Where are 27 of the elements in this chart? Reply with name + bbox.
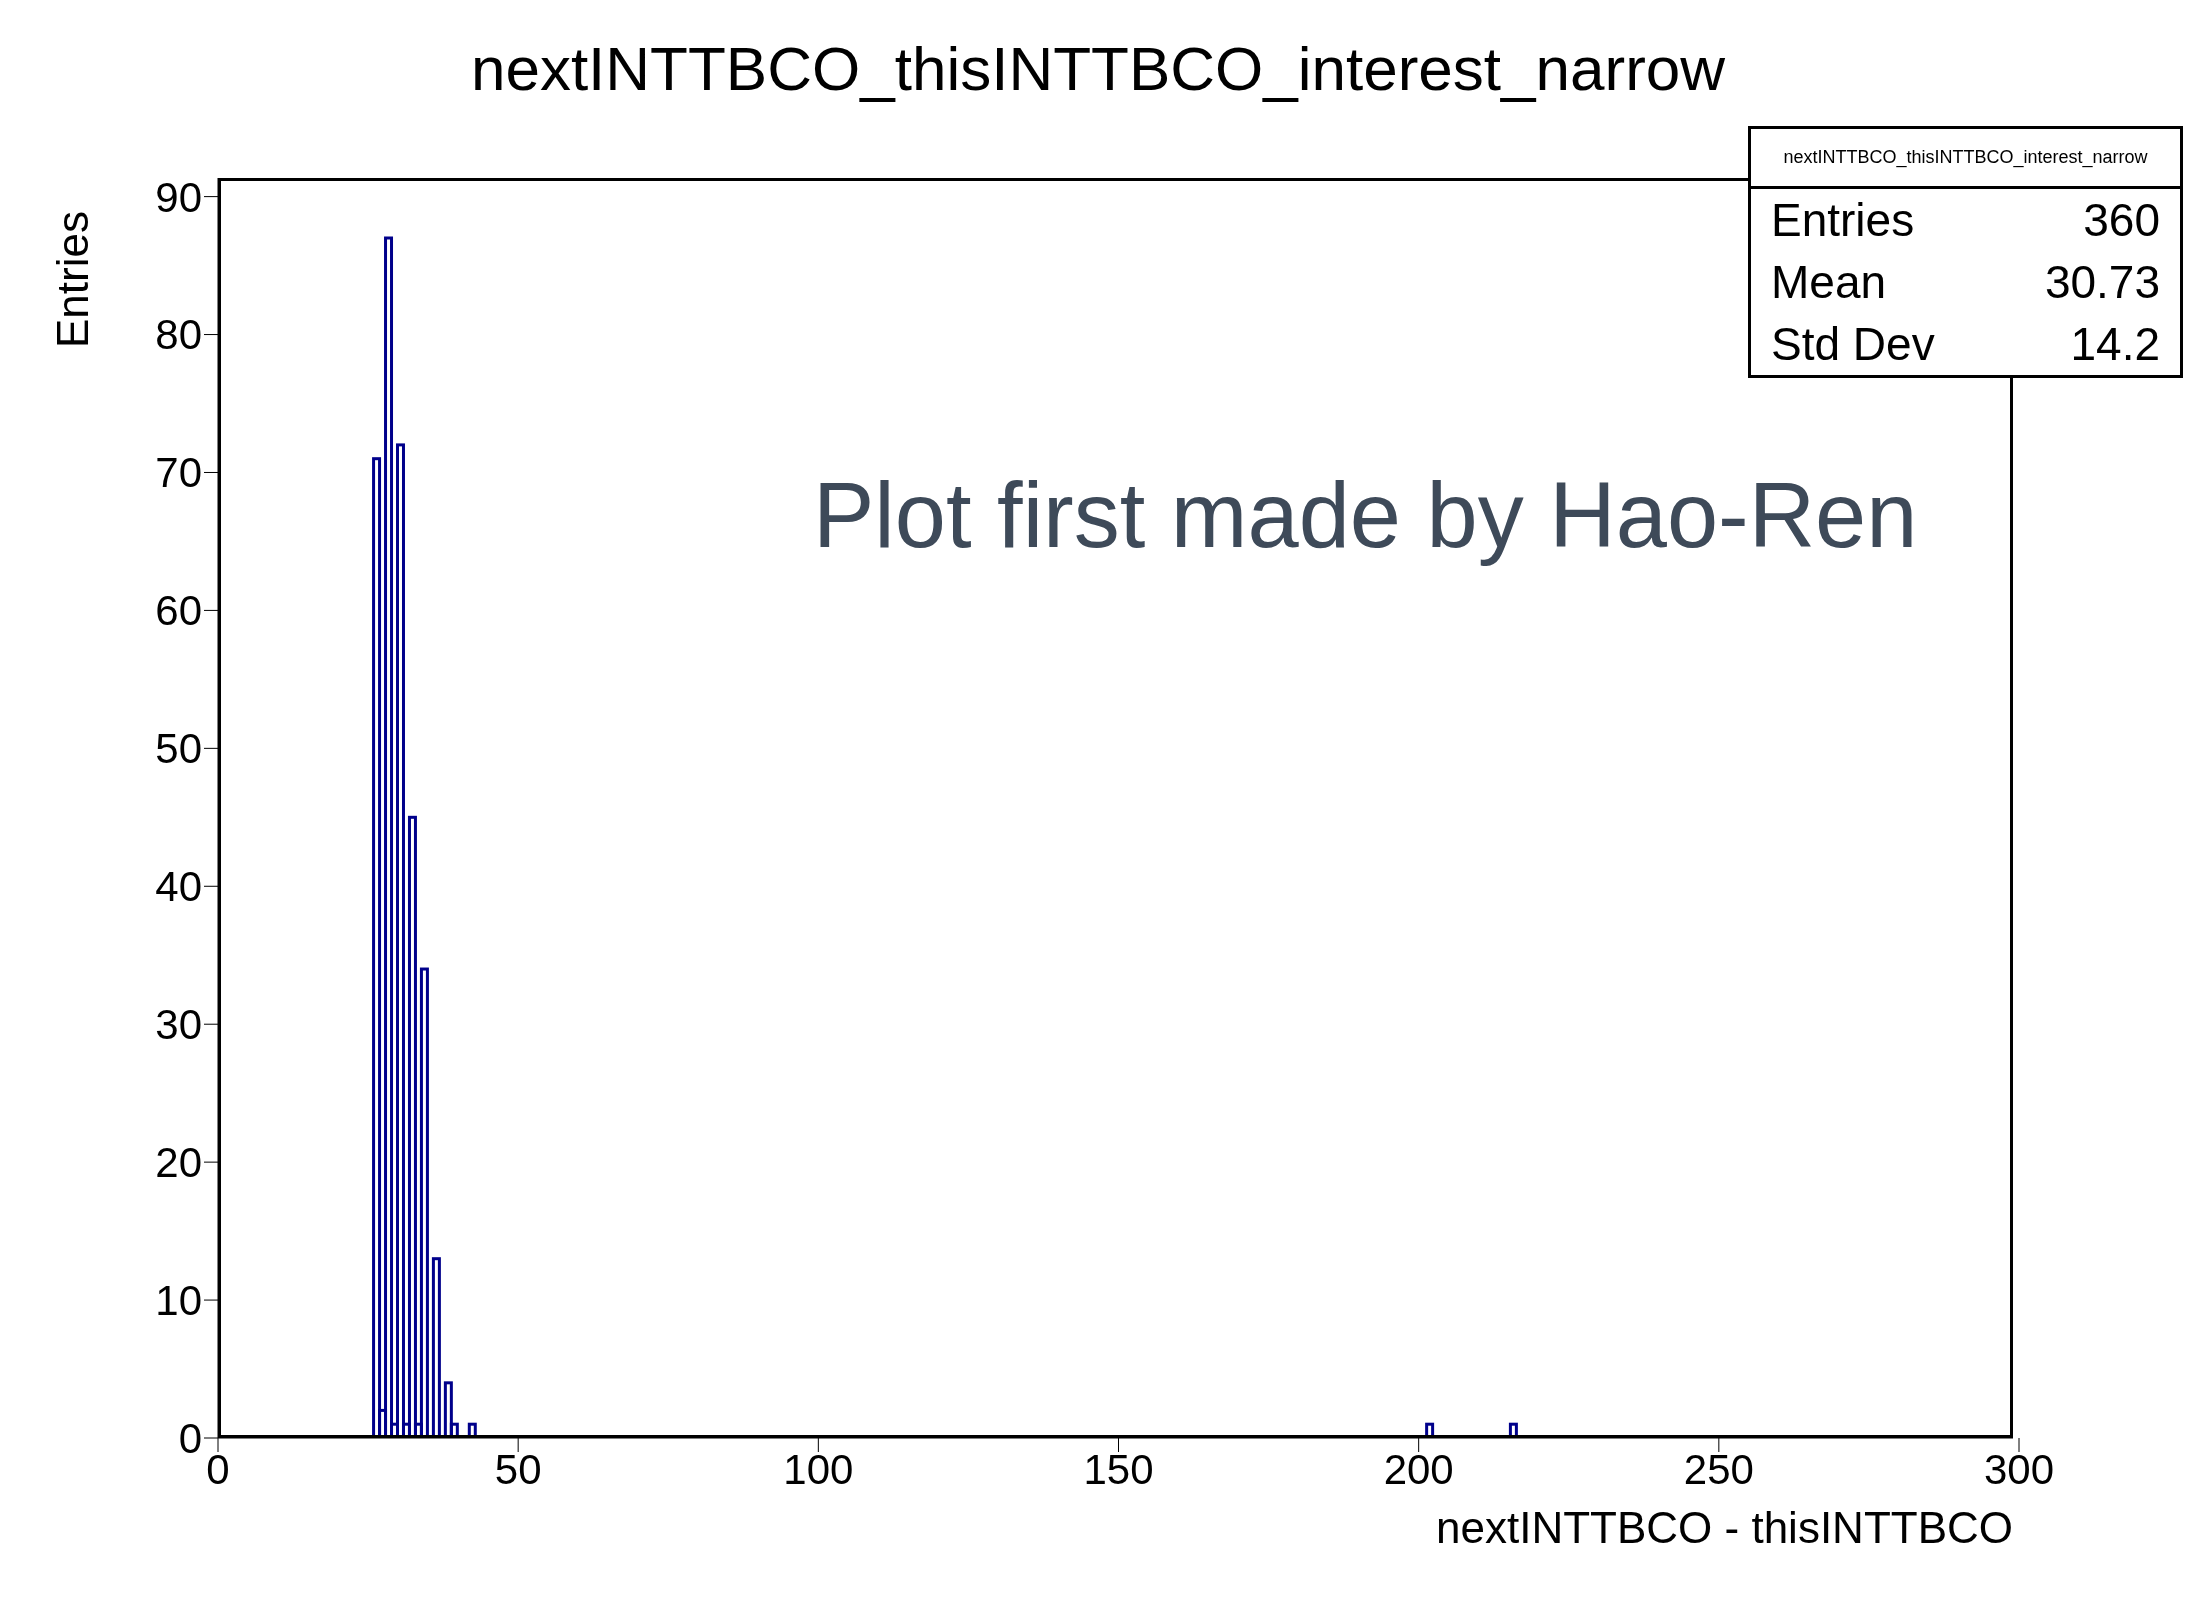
text: 30.73 — [2044, 255, 2160, 309]
y-tick-label: 40 — [155, 863, 202, 911]
x-tick-label: 250 — [1683, 1445, 1754, 1493]
y-tick-label: 20 — [155, 1139, 202, 1187]
x-tick-label: 200 — [1383, 1445, 1454, 1493]
y-tick-label: 50 — [155, 725, 202, 773]
annotation: Entries — [1771, 193, 1915, 247]
y-tick-label: 30 — [155, 1001, 202, 1049]
y-tick-label: 10 — [155, 1276, 202, 1324]
y-tick-label: 60 — [155, 587, 202, 635]
x-tick-label: 300 — [1983, 1445, 2055, 1493]
y-axis-title: Entries — [48, 211, 98, 348]
y-tick-label: 0 — [178, 1414, 202, 1462]
x-tick-label: 150 — [1083, 1445, 1154, 1493]
y-tick-label: 70 — [155, 449, 202, 497]
text: nextINTTBCO_thisINTTBCO_interest_narrow — [1751, 129, 2180, 189]
annotation: Plot first made by Hao-Ren — [813, 463, 1918, 568]
y-tick-label: 80 — [155, 311, 202, 359]
text: 14.2 — [2070, 317, 2160, 371]
chart-title: nextINTTBCO_thisINTTBCO_interest_narrow — [469, 33, 1727, 104]
x-tick-label: 50 — [494, 1445, 542, 1493]
annotation: Mean — [1771, 255, 1887, 309]
x-tick-label: 100 — [783, 1445, 854, 1493]
text: 360 — [2083, 193, 2160, 247]
x-axis-title: nextINTTBCO - thisINTTBCO — [1436, 1503, 2013, 1553]
annotation: Std Dev — [1771, 317, 1935, 371]
y-tick-label: 90 — [155, 173, 202, 221]
